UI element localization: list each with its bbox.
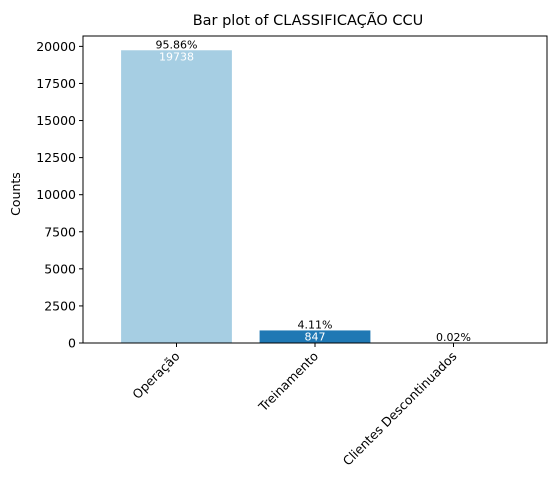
y-tick-label: 5000: [44, 261, 76, 276]
percent-label: 95.86%: [156, 38, 198, 51]
count-label: 847: [305, 330, 326, 343]
y-tick-label: 0: [68, 336, 76, 351]
y-tick-label: 15000: [36, 113, 76, 128]
plot-frame: [82, 35, 548, 344]
percent-label: 4.11%: [298, 318, 333, 331]
y-tick-label: 10000: [36, 187, 76, 202]
y-axis-label: Counts: [8, 172, 23, 216]
y-axis-ticks: 0 2500 5000 7500 10000 12500 15000 17500 20000: [36, 39, 83, 351]
x-tick-label: Clientes Descontinuados: [340, 349, 460, 469]
y-tick-label: 2500: [44, 298, 76, 313]
percent-label: 0.02%: [436, 331, 471, 344]
y-tick-label: 17500: [36, 76, 76, 91]
bar-labels-group: 95.86%19738 4.11%847 0.02%: [156, 38, 471, 344]
count-label: 19738: [159, 50, 194, 63]
bars-group: [121, 50, 509, 344]
y-tick-label: 20000: [36, 39, 76, 54]
y-tick-label: 12500: [36, 150, 76, 165]
bar-2: [259, 330, 371, 343]
y-tick-label: 7500: [44, 224, 76, 239]
x-tick-label: Treinamento: [255, 349, 321, 415]
chart-title: Bar plot of CLASSIFICAÇÃO CCU: [193, 12, 424, 29]
x-axis-ticks: Operação Treinamento Clientes Descontinuad…: [129, 343, 460, 469]
bar-1: [121, 50, 232, 344]
x-tick-label: Operação: [129, 349, 182, 402]
